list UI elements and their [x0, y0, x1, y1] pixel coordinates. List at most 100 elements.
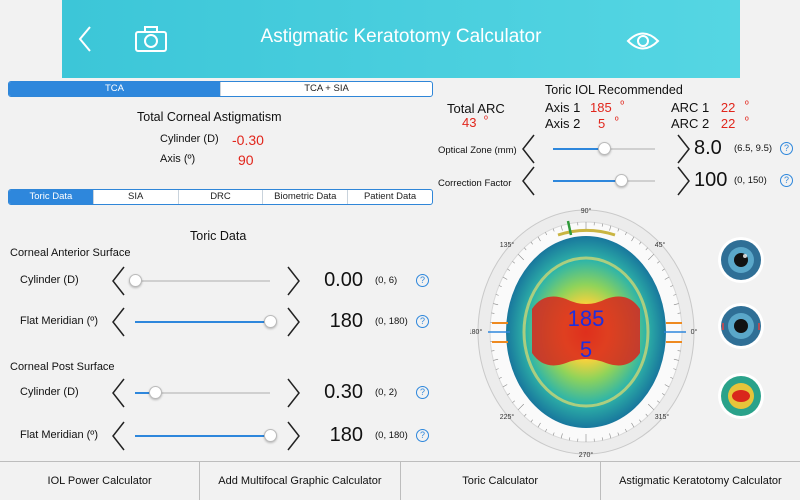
correction-factor-slider-thumb[interactable]	[615, 174, 629, 187]
decrement-chevron-icon[interactable]	[110, 265, 126, 297]
slider-thumb[interactable]	[129, 274, 142, 287]
dial-tick	[491, 312, 495, 314]
dial-tick	[631, 236, 635, 242]
anterior-surface-title: Corneal Anterior Surface	[10, 247, 131, 259]
optical-zone-range: (6.5, 9.5)	[734, 143, 773, 154]
axis1-label: Axis 1	[545, 100, 581, 115]
axis1-value: 185	[590, 100, 612, 115]
dial-tick	[545, 232, 547, 236]
slider-track[interactable]	[135, 280, 270, 282]
dial-tick	[552, 432, 555, 436]
help-icon[interactable]: ?	[780, 174, 793, 187]
help-icon[interactable]: ?	[416, 386, 429, 399]
optical-zone-increment-icon[interactable]	[676, 133, 692, 165]
tab-biometric-data[interactable]: Biometric Data	[262, 190, 347, 204]
tab-iol-power-calculator[interactable]: IOL Power Calculator	[47, 475, 152, 487]
tab-patient-data[interactable]: Patient Data	[347, 190, 432, 204]
slider-track[interactable]	[135, 321, 270, 323]
slider-thumb[interactable]	[149, 386, 163, 399]
arc-marker-top	[557, 228, 616, 237]
dial-tick	[601, 223, 603, 227]
slider-fill	[135, 321, 270, 323]
dial-tick	[664, 276, 670, 280]
eye-icon[interactable]	[626, 30, 660, 52]
dial-tick	[545, 428, 547, 432]
dial-tick	[537, 422, 541, 428]
header-bar: Astigmatic Keratotomy Calculator	[62, 0, 740, 78]
dial-tick	[502, 276, 508, 280]
dial-tick	[524, 247, 527, 251]
tab-astigmatic-keratotomy-calculator[interactable]: Astigmatic Keratotomy Calculator	[599, 462, 800, 500]
slider-track[interactable]	[135, 392, 270, 394]
page-title: Astigmatic Keratotomy Calculator	[260, 26, 542, 47]
dial-tick	[673, 368, 677, 370]
axis2-row: Axis 2 5 º	[545, 116, 619, 131]
dial-tick	[673, 294, 677, 296]
correction-factor-label: Correction Factor	[438, 178, 512, 189]
help-icon[interactable]: ?	[780, 142, 793, 155]
dial-tick	[670, 285, 674, 288]
dial-tick	[662, 268, 665, 271]
tab-toric-data[interactable]: Toric Data	[9, 190, 93, 204]
astigmatism-dial[interactable]: 90° 45° 135° 0° 180° 225° 270° 315° 185 …	[470, 205, 702, 461]
dial-tick	[560, 433, 563, 439]
toric-row-value: 0.00	[324, 269, 363, 291]
dial-tick	[609, 433, 612, 439]
correction-factor-value: 100	[694, 169, 728, 191]
dial-tick	[625, 232, 627, 236]
dial-tick	[491, 350, 495, 352]
dial-label-0: 0°	[691, 328, 698, 336]
toric-row-range: (0, 180)	[375, 316, 408, 327]
dial-tick	[617, 432, 620, 436]
dial-tick	[507, 268, 510, 271]
increment-chevron-icon[interactable]	[286, 377, 302, 409]
increment-chevron-icon[interactable]	[286, 420, 302, 452]
decrement-chevron-icon[interactable]	[110, 377, 126, 409]
decrement-chevron-icon[interactable]	[110, 420, 126, 452]
toric-row-value: 180	[329, 424, 363, 446]
tab-multifocal-graphic-calculator[interactable]: Add Multifocal Graphic Calculator	[199, 462, 399, 500]
correction-factor-increment-icon[interactable]	[676, 165, 692, 197]
slider-thumb[interactable]	[264, 429, 277, 442]
dial-tick	[498, 285, 502, 288]
slider-thumb[interactable]	[264, 315, 277, 328]
dial-tick	[631, 422, 635, 428]
toric-row-label: Flat Meridian (º)	[20, 429, 98, 441]
mode-segmented-control: TCA TCA + SIA	[8, 81, 433, 97]
eye-thumbnail-1[interactable]	[718, 237, 764, 283]
toric-title: Toric Data	[190, 229, 247, 243]
eye-thumbnail-2[interactable]	[718, 303, 764, 349]
toric-row-label: Cylinder (D)	[20, 274, 79, 286]
dial-tick	[512, 400, 515, 403]
tab-tca[interactable]: TCA	[9, 82, 220, 96]
tca-axis-label: Axis (º)	[160, 153, 196, 165]
optical-zone-decrement-icon[interactable]	[520, 133, 536, 165]
dial-tick	[601, 437, 603, 441]
increment-chevron-icon[interactable]	[286, 265, 302, 297]
correction-factor-slider-track[interactable]	[553, 180, 655, 182]
help-icon[interactable]: ?	[416, 315, 429, 328]
optical-zone-slider-thumb[interactable]	[598, 142, 611, 155]
slider-track[interactable]	[135, 435, 270, 437]
increment-chevron-icon[interactable]	[286, 306, 302, 338]
tca-title: Total Corneal Astigmatism	[137, 110, 282, 124]
tab-toric-calculator[interactable]: Toric Calculator	[399, 462, 600, 500]
tab-sia[interactable]: SIA	[92, 190, 178, 204]
eye-thumbnail-3[interactable]	[718, 373, 764, 419]
camera-icon[interactable]	[134, 25, 168, 53]
toric-iol-title: Toric IOL Recommended	[545, 83, 683, 97]
arc2-value: 22	[720, 116, 736, 131]
dial-tick	[648, 403, 655, 410]
tca-cylinder-label: Cylinder (D)	[160, 133, 219, 145]
correction-factor-range: (0, 150)	[734, 175, 767, 186]
back-icon[interactable]	[76, 25, 94, 53]
help-icon[interactable]: ?	[416, 274, 429, 287]
arc1-label: ARC 1	[671, 100, 710, 115]
decrement-chevron-icon[interactable]	[110, 306, 126, 338]
help-icon[interactable]: ?	[416, 429, 429, 442]
tab-tca-sia[interactable]: TCA + SIA	[220, 82, 432, 96]
tab-drc[interactable]: DRC	[177, 190, 263, 204]
toric-row-range: (0, 180)	[375, 430, 408, 441]
correction-factor-decrement-icon[interactable]	[520, 165, 536, 197]
toric-row-range: (0, 2)	[375, 387, 398, 398]
